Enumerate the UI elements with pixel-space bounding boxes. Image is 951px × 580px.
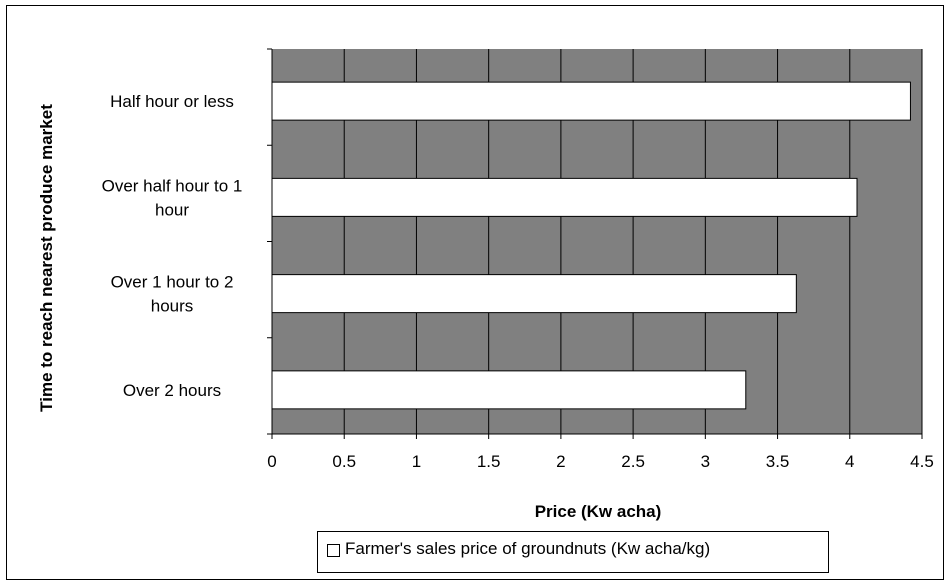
x-axis-title: Price (Kw acha) (535, 502, 662, 521)
bar (271, 177, 858, 217)
legend-label: Farmer's sales price of groundnuts (Kw a… (345, 539, 711, 558)
legend-swatch (327, 544, 340, 557)
x-tick-label: 4.5 (910, 452, 934, 471)
category-label: Over half hour to 1 (102, 176, 243, 195)
category-label: hour (155, 200, 189, 219)
x-tick-label: 3.5 (766, 452, 790, 471)
x-tick-label: 0 (267, 452, 276, 471)
x-tick-label: 1 (412, 452, 421, 471)
bars (271, 81, 911, 410)
bar (271, 370, 747, 410)
category-label: hours (151, 297, 194, 316)
x-tick-label: 4 (845, 452, 854, 471)
bar (271, 81, 911, 121)
legend: Farmer's sales price of groundnuts (Kw a… (317, 531, 829, 573)
category-label: Over 1 hour to 2 (111, 273, 234, 292)
x-tick-label: 2.5 (621, 452, 645, 471)
x-tick-label: 1.5 (477, 452, 501, 471)
axes (267, 48, 923, 439)
labels: 0 0.5 1 1.5 2 2.5 3 3.5 4 4.5 Half hour or less Ove… (102, 92, 934, 471)
y-axis-title: Time to reach nearest produce market (37, 104, 56, 412)
bar (271, 274, 797, 314)
x-tick-label: 2 (556, 452, 565, 471)
category-label: Half hour or less (110, 92, 234, 111)
category-label: Over 2 hours (123, 381, 221, 400)
x-tick-label: 3 (701, 452, 710, 471)
x-tick-label: 0.5 (332, 452, 356, 471)
